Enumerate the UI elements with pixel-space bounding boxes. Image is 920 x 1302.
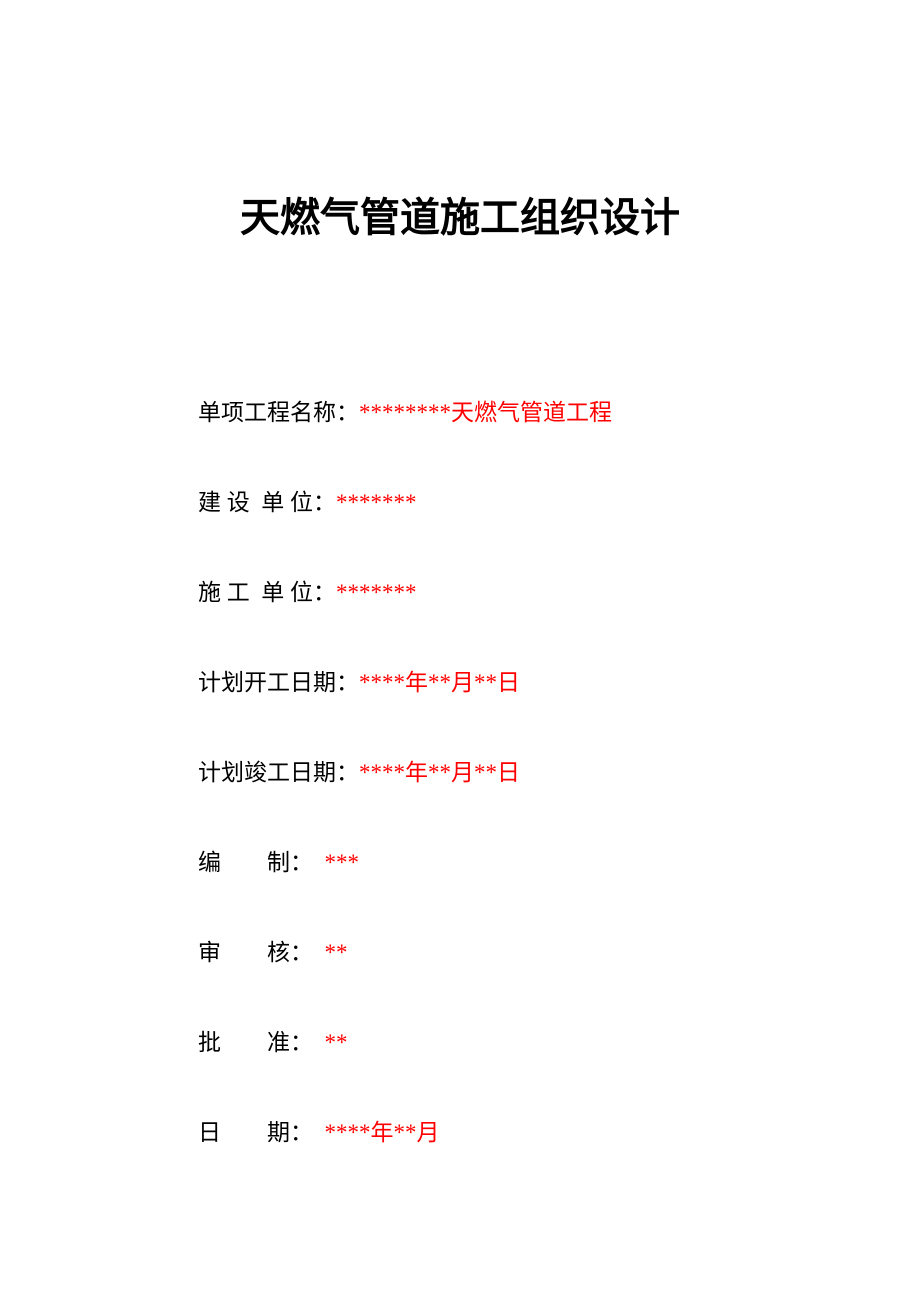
construction-unit-value: ******* [336,490,417,516]
planned-end-row: 计划竣工日期： ****年**月**日 [198,753,920,787]
project-name-suffix: 天燃气管道工程 [451,393,612,427]
contractor-unit-value: ******* [336,580,417,606]
planned-start-value: ****年**月**日 [359,663,520,697]
project-name-value: ******** [359,400,451,426]
planned-end-value: ****年**月**日 [359,753,520,787]
document-title: 天燃气管道施工组织设计 [0,185,920,243]
date-label: 日 期： [198,1113,325,1147]
approved-by-row: 批 准： ** [198,1023,920,1057]
construction-unit-label: 建 设 单 位： [198,483,336,517]
compiled-by-label: 编 制： [198,843,325,877]
reviewed-by-value: ** [325,940,348,966]
planned-start-row: 计划开工日期： ****年**月**日 [198,663,920,697]
compiled-by-value: *** [325,850,360,876]
contractor-unit-label: 施 工 单 位： [198,573,336,607]
project-name-label: 单项工程名称： [198,393,359,427]
document-page: 天燃气管道施工组织设计 单项工程名称： ******** 天燃气管道工程 建 设… [0,0,920,1302]
compiled-by-row: 编 制： *** [198,843,920,877]
date-value: ****年**月 [325,1113,440,1147]
reviewed-by-row: 审 核： ** [198,933,920,967]
planned-start-label: 计划开工日期： [198,663,359,697]
planned-end-label: 计划竣工日期： [198,753,359,787]
reviewed-by-label: 审 核： [198,933,325,967]
project-name-row: 单项工程名称： ******** 天燃气管道工程 [198,393,920,427]
construction-unit-row: 建 设 单 位： ******* [198,483,920,517]
contractor-unit-row: 施 工 单 位： ******* [198,573,920,607]
fields-container: 单项工程名称： ******** 天燃气管道工程 建 设 单 位： ******… [0,393,920,1147]
date-row: 日 期： ****年**月 [198,1113,920,1147]
approved-by-value: ** [325,1030,348,1056]
approved-by-label: 批 准： [198,1023,325,1057]
